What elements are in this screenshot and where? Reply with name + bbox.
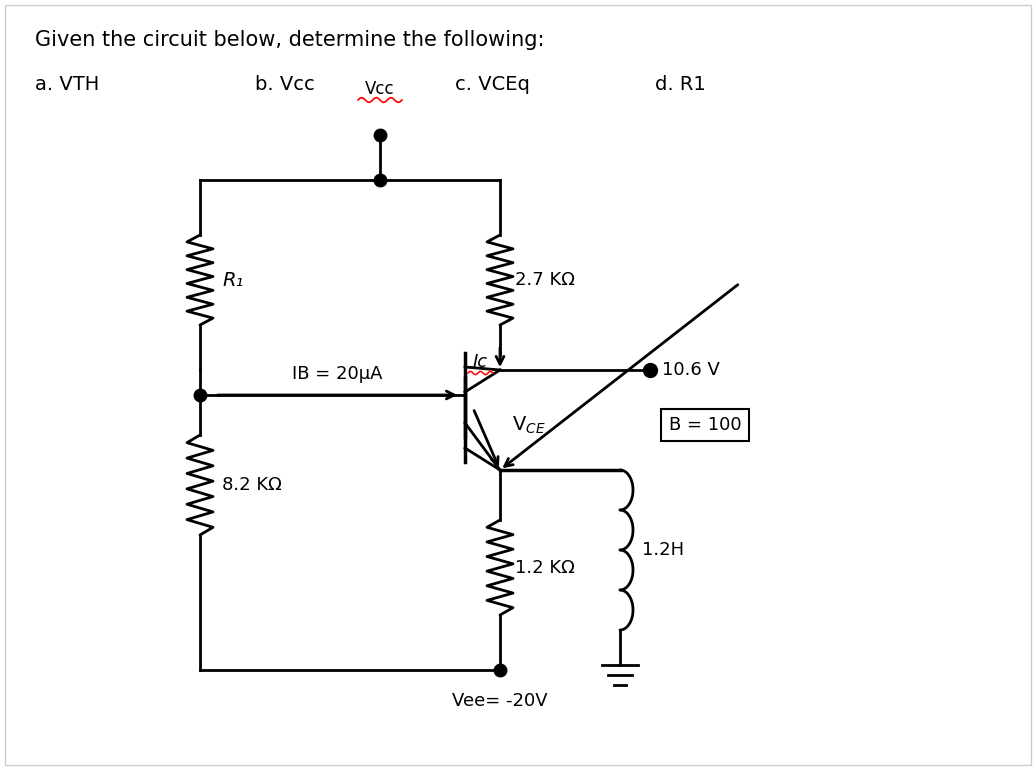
Text: 2.7 KΩ: 2.7 KΩ (515, 271, 575, 289)
Text: 1.2 KΩ: 1.2 KΩ (515, 558, 575, 577)
Text: Given the circuit below, determine the following:: Given the circuit below, determine the f… (35, 30, 545, 50)
Text: B = 100: B = 100 (668, 416, 742, 434)
Text: R₁: R₁ (222, 270, 243, 290)
Text: Vcc: Vcc (365, 80, 395, 98)
Text: Vee= -20V: Vee= -20V (452, 692, 548, 710)
Text: a. VTH: a. VTH (35, 75, 99, 94)
Text: d. R1: d. R1 (655, 75, 706, 94)
Text: Ic: Ic (472, 353, 488, 371)
Text: c. VCEq: c. VCEq (455, 75, 529, 94)
Text: 1.2H: 1.2H (642, 541, 684, 559)
FancyBboxPatch shape (5, 5, 1031, 765)
Text: 8.2 KΩ: 8.2 KΩ (222, 476, 282, 494)
Text: V$_{CE}$: V$_{CE}$ (512, 414, 546, 436)
Text: b. Vcc: b. Vcc (255, 75, 315, 94)
Text: IB = 20μA: IB = 20μA (292, 365, 382, 383)
Text: 10.6 V: 10.6 V (662, 361, 720, 379)
